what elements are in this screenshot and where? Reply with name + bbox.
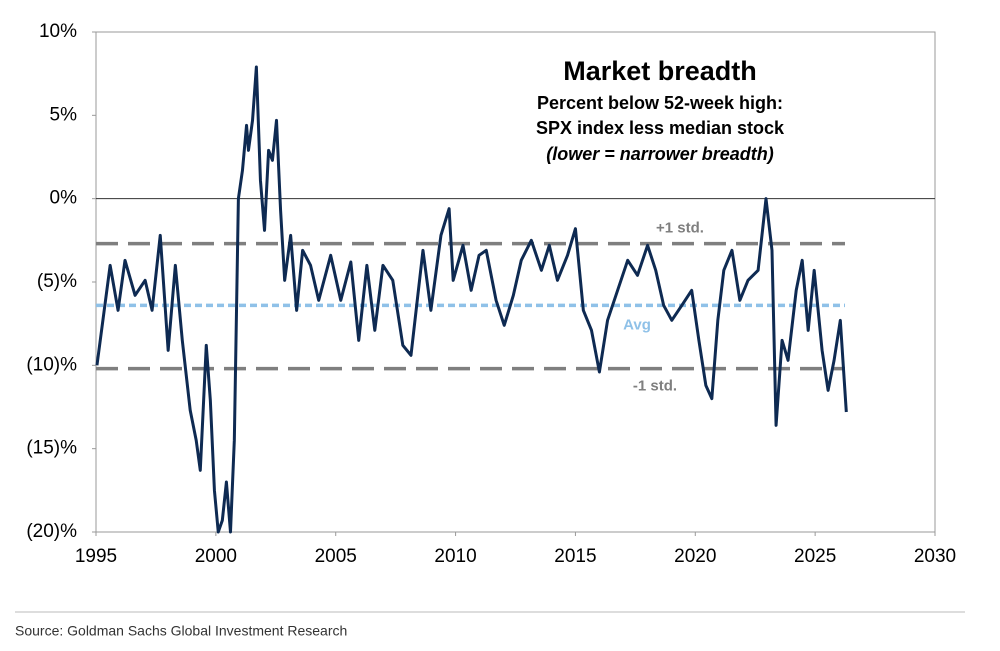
x-tick-label: 2030 — [914, 546, 956, 567]
x-tick-label: 2025 — [794, 546, 836, 567]
subtitle: Percent below 52-week high: — [537, 93, 783, 113]
reference-label: -1 std. — [633, 378, 677, 395]
x-tick-label: 2015 — [554, 546, 596, 567]
reference-label: Avg — [623, 316, 651, 333]
data-line — [95, 65, 848, 534]
source: Source: Goldman Sachs Global Investment … — [15, 623, 347, 639]
y-tick-label: (15)% — [26, 438, 77, 459]
x-tick-label: 2010 — [434, 546, 476, 567]
subtitle: SPX index less median stock — [536, 118, 785, 138]
y-tick-label: 10% — [39, 21, 77, 42]
x-tick-label: 2000 — [195, 546, 237, 567]
x-tick-label: 2020 — [674, 546, 716, 567]
y-tick-label: 5% — [50, 104, 78, 125]
y-tick-label: (10)% — [26, 354, 77, 375]
y-tick-label: (5)% — [37, 271, 77, 292]
reference-label: +1 std. — [656, 220, 704, 237]
chart-title: Market breadth — [563, 56, 757, 86]
subtitle: (lower = narrower breadth) — [546, 144, 774, 164]
x-tick-label: 1995 — [75, 546, 117, 567]
x-tick-label: 2005 — [315, 546, 357, 567]
y-tick-label: (20)% — [26, 521, 77, 542]
y-tick-label: 0% — [50, 188, 78, 209]
